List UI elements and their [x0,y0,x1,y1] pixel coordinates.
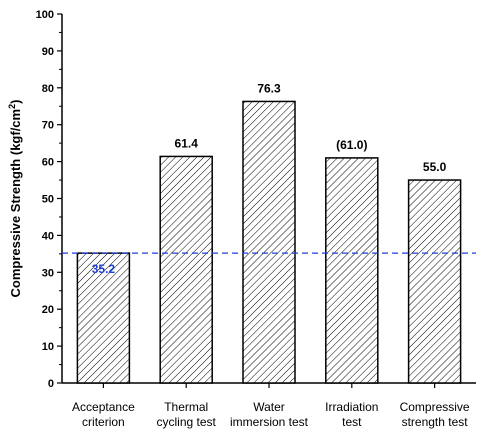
y-tick-label: 100 [36,9,54,21]
bar [242,100,296,384]
y-tick-label: 10 [42,341,54,353]
category-label: test [342,415,362,429]
category-label: criterion [82,415,125,429]
data-label: 76.3 [257,81,281,95]
y-tick-label: 0 [48,378,54,390]
y-tick-label: 40 [42,230,54,242]
category-label: strength test [402,415,469,429]
bar [76,252,131,384]
y-tick-label: 20 [42,304,54,316]
y-tick-label: 80 [42,83,54,95]
y-tick-label: 70 [42,120,54,132]
category-label: cycling test [157,415,217,429]
category-label: Water [253,400,285,414]
bar [159,155,213,384]
y-tick-label: 50 [42,194,54,206]
y-tick-label: 60 [42,157,54,169]
bar [407,179,462,384]
data-label: 35.2 [92,262,116,276]
data-label: 61.4 [175,136,199,150]
y-tick-label: 30 [42,267,54,279]
bars [76,100,462,384]
category-label: Thermal [164,400,208,414]
category-label: Acceptance [72,400,135,414]
y-tick-label: 90 [42,46,54,58]
category-label: Irradiation [325,400,378,414]
y-axis-title: Compressive Strength (kgf/cm2) [7,100,23,298]
category-label: immersion test [230,415,309,429]
data-label: (61.0) [336,138,367,152]
category-label: Compressive [400,400,470,414]
y-axis-title-tail: ) [8,100,23,104]
bar [325,157,379,384]
y-axis-title-superscript: 2 [7,104,17,109]
y-axis-title-main: Compressive Strength (kgf/cm [8,109,23,298]
axes: 0 10 20 30 40 50 60 70 80 90 100 Compressive Streng… [7,9,476,390]
data-label: 55.0 [423,160,447,174]
